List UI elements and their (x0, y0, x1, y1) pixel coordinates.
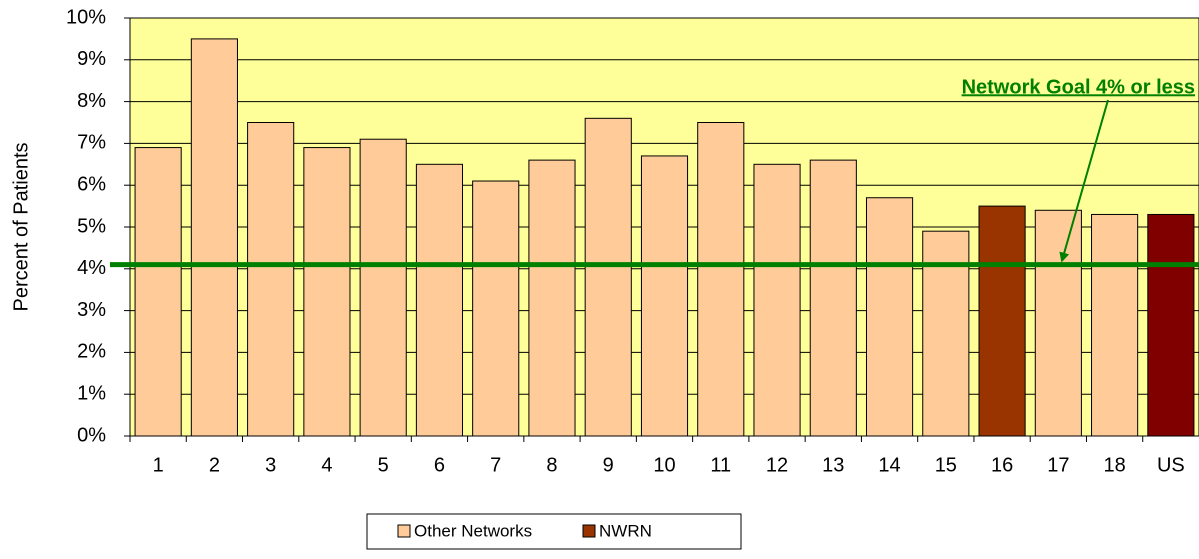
x-tick-label: 17 (1047, 454, 1069, 476)
x-tick-label: 11 (710, 454, 731, 476)
legend-label: NWRN (599, 521, 652, 540)
x-tick-label: 7 (490, 454, 501, 476)
x-tick-label: 8 (546, 454, 557, 476)
legend-swatch (582, 524, 596, 538)
legend-label: Other Networks (414, 521, 532, 540)
bar (1091, 213, 1139, 437)
goal-arrow (1059, 99, 1109, 263)
bar (472, 180, 520, 437)
bar (584, 117, 632, 437)
x-tick-label: 3 (265, 454, 276, 476)
y-axis-label: Percent of Patients (10, 143, 32, 312)
y-tick-label: 10% (66, 6, 106, 28)
x-tick-label: 16 (991, 454, 1013, 476)
y-tick-label: 9% (77, 48, 106, 70)
legend-box (366, 513, 742, 550)
y-tick-label: 8% (77, 90, 106, 112)
y-tick-label: 6% (77, 173, 106, 195)
bar (697, 122, 745, 437)
x-tick-label: 6 (434, 454, 445, 476)
y-tick-label: 0% (77, 424, 106, 446)
x-tick-label: 4 (321, 454, 332, 476)
x-tick-label: 18 (1103, 454, 1125, 476)
y-tick-label: 3% (77, 299, 106, 321)
x-tick-label: 10 (653, 454, 675, 476)
y-tick-label: 1% (77, 382, 106, 404)
x-tick-label: 15 (935, 454, 957, 476)
y-tick-label: 7% (77, 132, 106, 154)
legend-swatch (397, 524, 411, 538)
bar (359, 138, 407, 437)
goal-annotation: Network Goal 4% or less (962, 76, 1195, 98)
bar (1034, 209, 1082, 437)
bar (528, 159, 576, 437)
bar (865, 197, 914, 437)
bar (415, 163, 464, 437)
bar (134, 147, 182, 437)
x-tick-label: 14 (878, 454, 900, 476)
bar (978, 205, 1026, 437)
bar (809, 159, 857, 437)
x-tick-label: 9 (603, 454, 614, 476)
x-tick-label: US (1157, 454, 1185, 476)
bar (247, 122, 295, 437)
x-tick-label: 5 (378, 454, 389, 476)
x-tick-label: 2 (209, 454, 220, 476)
x-tick-label: 1 (153, 454, 164, 476)
y-tick-label: 2% (77, 341, 106, 363)
y-tick-label: 5% (77, 215, 106, 237)
x-tick-label: 13 (822, 454, 844, 476)
bar (303, 147, 351, 437)
x-tick-label: 12 (766, 454, 788, 476)
bar (922, 230, 970, 437)
bar (640, 155, 689, 437)
y-tick-label: 4% (77, 257, 106, 279)
bar (753, 163, 801, 437)
bar (190, 38, 238, 437)
bar (1147, 213, 1195, 437)
